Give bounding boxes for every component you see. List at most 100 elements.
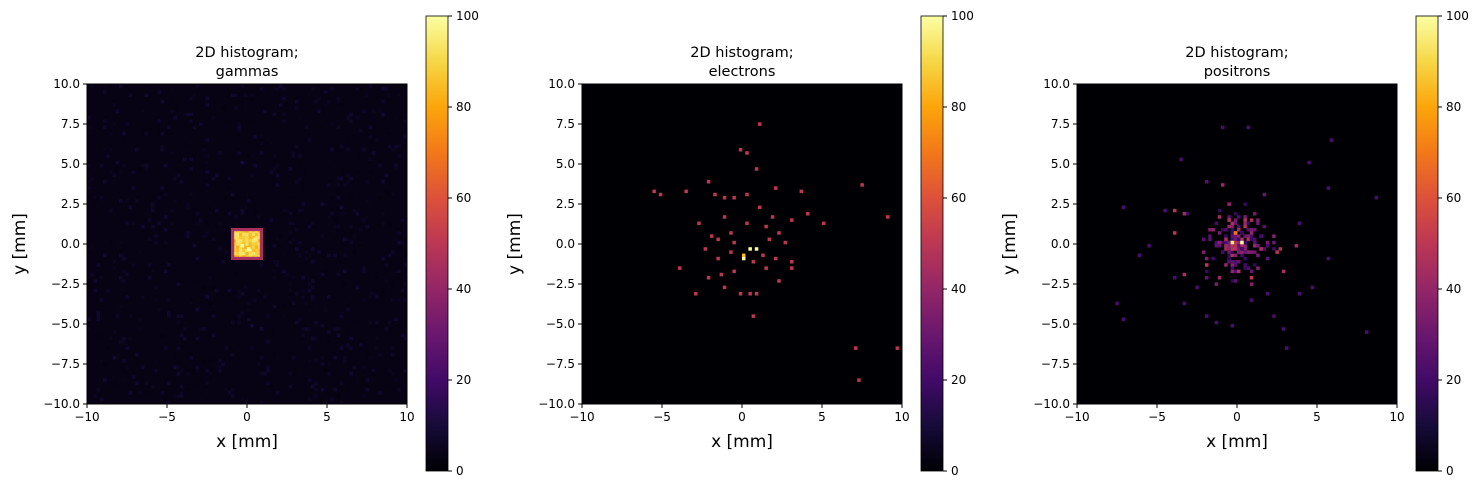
heatmap-cell — [307, 263, 312, 267]
heatmap-cell — [339, 212, 344, 216]
heatmap-point — [777, 279, 781, 283]
heatmap-cell — [288, 349, 293, 354]
heatmap-cell — [269, 141, 273, 146]
heatmap-cell — [237, 151, 241, 155]
heatmap-cell — [266, 314, 270, 318]
heatmap-cell — [336, 272, 341, 277]
heatmap-point — [301, 202, 305, 206]
heatmap-cell — [173, 391, 177, 395]
heatmap-cell — [317, 397, 321, 402]
heatmap-cell — [336, 394, 341, 398]
heatmap-point — [697, 221, 701, 226]
heatmap-cell — [339, 260, 344, 264]
heatmap-point — [346, 343, 350, 347]
heatmap-point — [806, 212, 810, 216]
heatmap-cell — [371, 151, 376, 155]
heatmap-cell — [275, 365, 280, 370]
heatmap-cell — [272, 244, 277, 248]
heatmap-cell — [263, 109, 267, 114]
heatmap-cell — [1237, 250, 1241, 254]
heatmap-hot-pixel — [748, 247, 752, 251]
heatmap-cell — [173, 365, 177, 370]
heatmap-cell — [320, 272, 325, 277]
heatmap-cell — [154, 298, 158, 302]
heatmap-cell — [157, 151, 161, 155]
heatmap-cell — [1221, 228, 1225, 232]
heatmap-cell — [237, 295, 241, 299]
heatmap-cell — [234, 295, 238, 299]
colorbar-tick-label: 40 — [951, 282, 966, 296]
heatmap-cell — [288, 212, 293, 216]
heatmap-cell — [314, 308, 318, 312]
heatmap-cell — [365, 93, 369, 98]
heatmap-cell — [218, 368, 222, 373]
chart-title: 2D histogram; — [690, 45, 793, 61]
heatmap-cell — [1233, 247, 1238, 251]
heatmap-cell — [304, 160, 309, 165]
heatmap-cell — [189, 119, 193, 123]
heatmap-cell — [387, 253, 392, 258]
heatmap-cell — [239, 252, 243, 256]
heatmap-cell — [154, 368, 158, 373]
heatmap-cell — [218, 244, 222, 248]
heatmap-cell — [195, 336, 200, 341]
heatmap-point — [719, 272, 724, 277]
heatmap-cell — [144, 391, 149, 395]
heatmap-cell — [247, 116, 251, 120]
colorbar-tick-label: 100 — [456, 9, 479, 23]
heatmap-cell — [343, 237, 347, 242]
heatmap-cell — [112, 288, 117, 293]
colorbar-gradient — [425, 15, 449, 472]
heatmap-cell — [1272, 234, 1276, 238]
heatmap-cell — [179, 231, 184, 235]
x-tick-label: 5 — [818, 410, 826, 424]
heatmap-cell — [192, 84, 197, 88]
heatmap-cell — [272, 276, 277, 280]
heatmap-cell — [235, 252, 240, 256]
heatmap-cell — [327, 183, 331, 187]
heatmap-cell — [237, 288, 241, 293]
heatmap-cell — [362, 378, 366, 382]
heatmap-cell — [378, 352, 382, 357]
heatmap-point — [160, 100, 165, 104]
heatmap-point — [694, 292, 698, 296]
heatmap-cell — [135, 352, 139, 357]
heatmap-cell — [314, 320, 318, 325]
heatmap-cell — [384, 340, 389, 344]
heatmap-point — [1115, 301, 1119, 306]
heatmap-cell — [368, 356, 373, 360]
heatmap-cell — [251, 229, 256, 234]
heatmap-cell — [199, 365, 203, 370]
heatmap-cell — [248, 239, 253, 243]
heatmap-cell — [170, 151, 174, 155]
heatmap-cell — [343, 356, 347, 360]
heatmap-cell — [1214, 244, 1219, 248]
heatmap-hot-pixel — [253, 237, 257, 242]
heatmap-cell — [119, 253, 123, 258]
heatmap-cell — [346, 148, 350, 152]
heatmap-cell — [362, 109, 366, 114]
heatmap-cell — [346, 397, 350, 402]
heatmap-cell — [311, 384, 315, 389]
heatmap-cell — [266, 87, 270, 91]
heatmap-cell — [253, 135, 257, 139]
heatmap-cell — [323, 388, 328, 392]
heatmap-cell — [115, 160, 120, 165]
heatmap-block-edge — [231, 228, 264, 261]
heatmap-cell — [250, 119, 254, 123]
heatmap-cell — [232, 232, 237, 237]
heatmap-cell — [323, 308, 328, 312]
heatmap-cell — [1230, 253, 1235, 258]
heatmap-cell — [291, 221, 296, 226]
heatmap-cell — [394, 317, 398, 322]
heatmap-cell — [176, 295, 181, 299]
heatmap-point — [754, 167, 759, 171]
heatmap-cell — [235, 239, 240, 243]
heatmap-cell — [243, 93, 248, 98]
heatmap-cell — [99, 333, 104, 338]
y-tick-label: −2.5 — [546, 277, 575, 291]
heatmap-cell — [186, 372, 190, 376]
heatmap-cell — [391, 250, 395, 254]
heatmap-cell — [208, 212, 213, 216]
heatmap-cell — [237, 122, 241, 126]
